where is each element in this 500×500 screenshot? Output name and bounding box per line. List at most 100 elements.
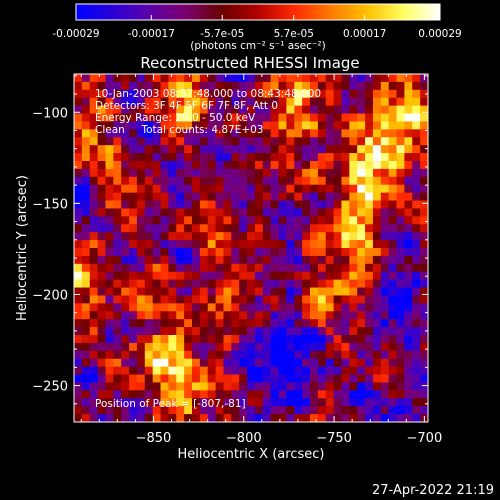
heatmap-cell (144, 129, 154, 138)
heatmap-cell (223, 342, 232, 352)
heatmap-cell (74, 113, 83, 123)
heatmap-cell (176, 97, 185, 107)
heatmap-cell (325, 390, 335, 399)
heatmap-cell (254, 303, 264, 312)
heatmap-cell (105, 113, 114, 123)
heatmap-cell (262, 161, 272, 170)
heatmap-cell (113, 414, 122, 422)
heatmap-cell (286, 327, 295, 336)
heatmap-cell (254, 232, 264, 241)
heatmap-cell (372, 311, 382, 320)
heatmap-cell (223, 137, 232, 146)
heatmap-cell (97, 192, 107, 202)
heatmap-cell (136, 121, 146, 130)
heatmap-cell (247, 311, 256, 320)
heatmap-cell (176, 176, 185, 186)
heatmap-cell (215, 208, 225, 217)
heatmap-cell (262, 74, 272, 83)
heatmap-cell (357, 327, 366, 336)
heatmap-cell (121, 137, 130, 146)
heatmap-cell (223, 303, 232, 312)
heatmap-cell (302, 105, 311, 115)
heatmap-cell (97, 153, 107, 162)
heatmap-cell (176, 335, 185, 344)
heatmap-cell (168, 295, 177, 304)
heatmap-cell (396, 176, 405, 186)
heatmap-cell (420, 350, 428, 360)
heatmap-cell (270, 390, 280, 399)
heatmap-cell (97, 303, 107, 312)
heatmap-cell (262, 414, 272, 422)
heatmap-cell (199, 81, 209, 91)
heatmap-cell (192, 279, 201, 289)
heatmap-cell (121, 398, 130, 407)
heatmap-cell (207, 81, 217, 91)
heatmap-cell (168, 342, 177, 352)
heatmap-cell (105, 208, 114, 217)
heatmap-cell (105, 311, 114, 320)
heatmap-cell (396, 74, 405, 83)
heatmap-cell (357, 255, 366, 265)
heatmap-cell (404, 263, 413, 273)
heatmap-cell (129, 137, 138, 146)
heatmap-cell (302, 240, 311, 249)
heatmap-cell (254, 358, 264, 368)
heatmap-cell (184, 161, 193, 170)
heatmap-cell (286, 121, 295, 130)
heatmap-cell (247, 224, 256, 233)
heatmap-cell (81, 216, 91, 225)
heatmap-cell (89, 382, 99, 391)
heatmap-cell (325, 89, 335, 99)
heatmap-cell (254, 342, 264, 352)
colorbar-unit-label: (photons cm⁻² s⁻¹ asec⁻²) (190, 40, 325, 52)
heatmap-cell (184, 145, 193, 154)
heatmap-cell (270, 105, 280, 115)
heatmap-cell (89, 74, 99, 83)
heatmap-cell (302, 358, 311, 368)
heatmap-cell (105, 200, 114, 210)
heatmap-cell (89, 184, 99, 194)
heatmap-cell (294, 129, 303, 138)
heatmap-cell (278, 398, 287, 407)
heatmap-cell (294, 406, 303, 415)
heatmap-cell (136, 216, 146, 225)
heatmap-cell (325, 295, 335, 304)
heatmap-cell (333, 81, 343, 91)
heatmap-cell (278, 335, 287, 344)
heatmap-cell (121, 153, 130, 162)
heatmap-cell (231, 303, 240, 312)
colorbar-tick-label: -5.7e-05 (200, 28, 244, 40)
heatmap-cell (254, 263, 264, 273)
heatmap-cell (184, 121, 193, 130)
heatmap-cell (223, 74, 232, 83)
heatmap-cell (121, 208, 130, 217)
heatmap-cell (152, 113, 162, 123)
heatmap-cell (404, 232, 413, 241)
heatmap-cell (105, 350, 114, 360)
heatmap-cell (333, 279, 343, 289)
heatmap-cell (333, 382, 343, 391)
heatmap-cell (333, 113, 343, 123)
heatmap-cell (136, 271, 146, 281)
heatmap-cell (97, 184, 107, 194)
heatmap-cell (231, 97, 240, 107)
heatmap-cell (199, 390, 209, 399)
heatmap-cell (199, 358, 209, 368)
heatmap-cell (81, 153, 91, 162)
heatmap-cell (254, 382, 264, 391)
heatmap-cell (357, 145, 366, 154)
heatmap-cell (152, 89, 162, 99)
heatmap-cell (396, 263, 405, 273)
heatmap-cell (239, 89, 248, 99)
heatmap-cell (372, 406, 382, 415)
heatmap-cell (302, 176, 311, 186)
heatmap-cell (121, 366, 130, 376)
heatmap-cell (168, 216, 177, 225)
heatmap-cell (357, 295, 366, 304)
heatmap-cell (325, 137, 335, 146)
heatmap-cell (105, 342, 114, 352)
heatmap-cell (317, 255, 327, 265)
heatmap-cell (144, 240, 154, 249)
heatmap-cell (121, 287, 130, 297)
heatmap-cell (262, 374, 272, 384)
